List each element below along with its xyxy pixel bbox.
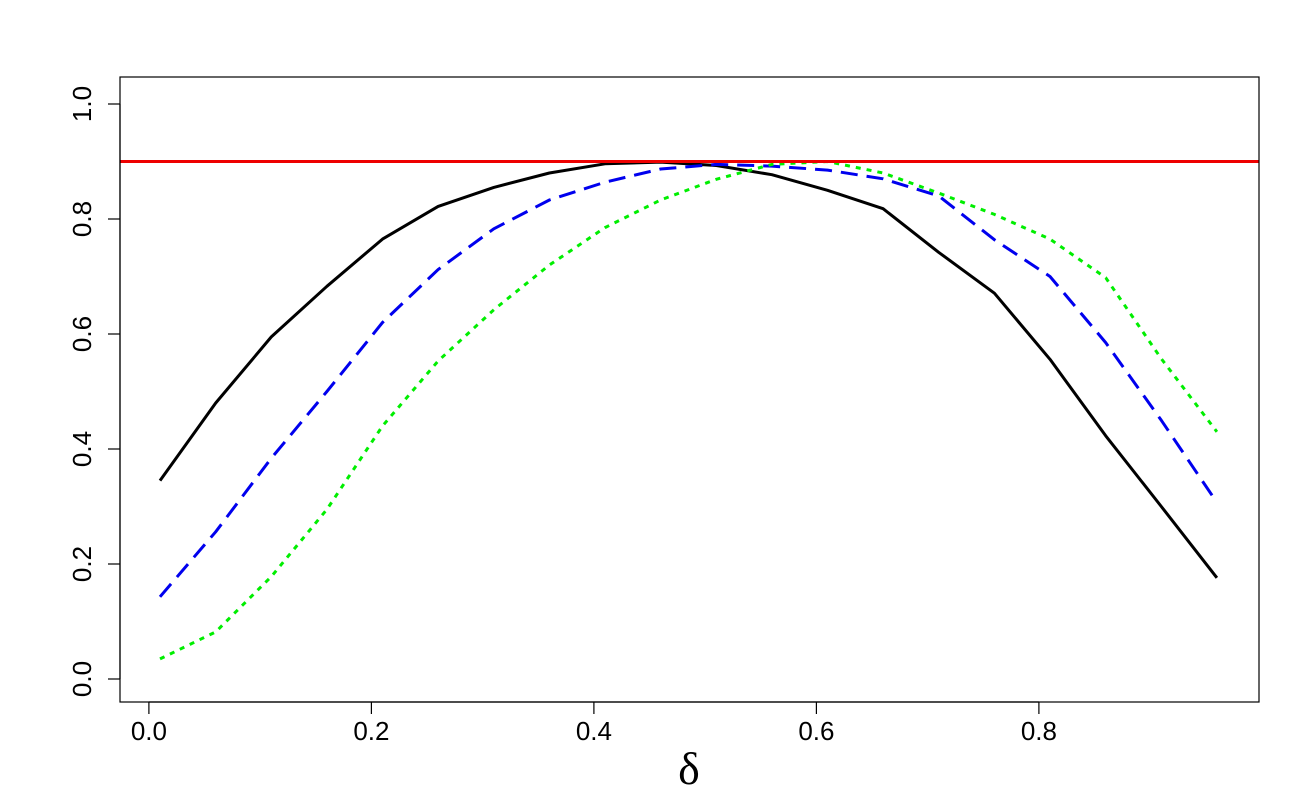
- plot-frame: [119, 76, 1260, 703]
- y-tick-label: 0.0: [67, 661, 97, 697]
- y-tick-label: 0.4: [67, 431, 97, 467]
- x-axis-label: δ: [678, 743, 700, 794]
- y-axis: 0.0 0.2 0.4 0.6 0.8 1.0: [67, 86, 121, 697]
- y-tick-label: 0.6: [67, 316, 97, 352]
- series-line-dotted: [159, 160, 1219, 661]
- x-axis: 0.0 0.2 0.4 0.6 0.8: [131, 701, 1057, 746]
- x-tick-label: 0.8: [1021, 716, 1057, 746]
- x-tick-label: 0.4: [576, 716, 612, 746]
- series-line-solid: [158, 160, 1219, 579]
- y-tick-label: 0.8: [67, 201, 97, 237]
- x-tick-label: 0.6: [798, 716, 834, 746]
- y-tick-label: 0.2: [67, 546, 97, 582]
- x-tick-label: 0.0: [131, 716, 167, 746]
- plot-area: [120, 160, 1259, 661]
- y-tick-label: 1.0: [67, 86, 97, 122]
- series-line-dashed: [158, 162, 1219, 598]
- x-tick-label: 0.2: [353, 716, 389, 746]
